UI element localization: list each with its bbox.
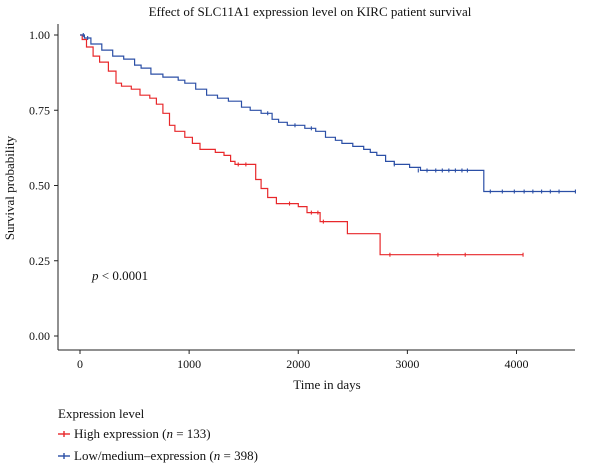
legend-label: High expression (n = 133): [74, 426, 211, 441]
legend: High expression (n = 133) Low/medium–expr…: [58, 426, 258, 463]
y-axis-label: Survival probability: [2, 135, 17, 240]
y-tick-label: 0.75: [29, 103, 50, 117]
y-ticks: 0.00 0.25 0.50 0.75 1.00: [29, 28, 58, 343]
y-tick-label: 0.50: [29, 179, 50, 193]
p-value-text: < 0.0001: [99, 268, 149, 283]
series-line: [80, 34, 576, 193]
y-tick-label: 0.00: [29, 329, 50, 343]
x-ticks: 0 1000 2000 3000 4000: [77, 350, 529, 371]
p-value-symbol: p: [91, 268, 99, 283]
legend-item: High expression (n = 133): [58, 426, 211, 441]
legend-title: Expression level: [58, 406, 145, 421]
y-tick-label: 1.00: [29, 28, 50, 42]
p-value-annotation: p < 0.0001: [91, 268, 148, 283]
x-tick-label: 3000: [395, 357, 419, 371]
x-tick-label: 2000: [286, 357, 310, 371]
x-axis-label: Time in days: [293, 377, 360, 392]
y-tick-label: 0.25: [29, 254, 50, 268]
axes: [57, 24, 575, 351]
legend-item: Low/medium–expression (n = 398): [58, 448, 258, 463]
x-tick-label: 0: [77, 357, 83, 371]
series-line: [80, 34, 523, 256]
x-tick-label: 1000: [177, 357, 201, 371]
x-tick-label: 4000: [505, 357, 529, 371]
chart-title: Effect of SLC11A1 expression level on KI…: [149, 4, 472, 19]
legend-label: Low/medium–expression (n = 398): [74, 448, 258, 463]
series-layer: [80, 33, 576, 257]
